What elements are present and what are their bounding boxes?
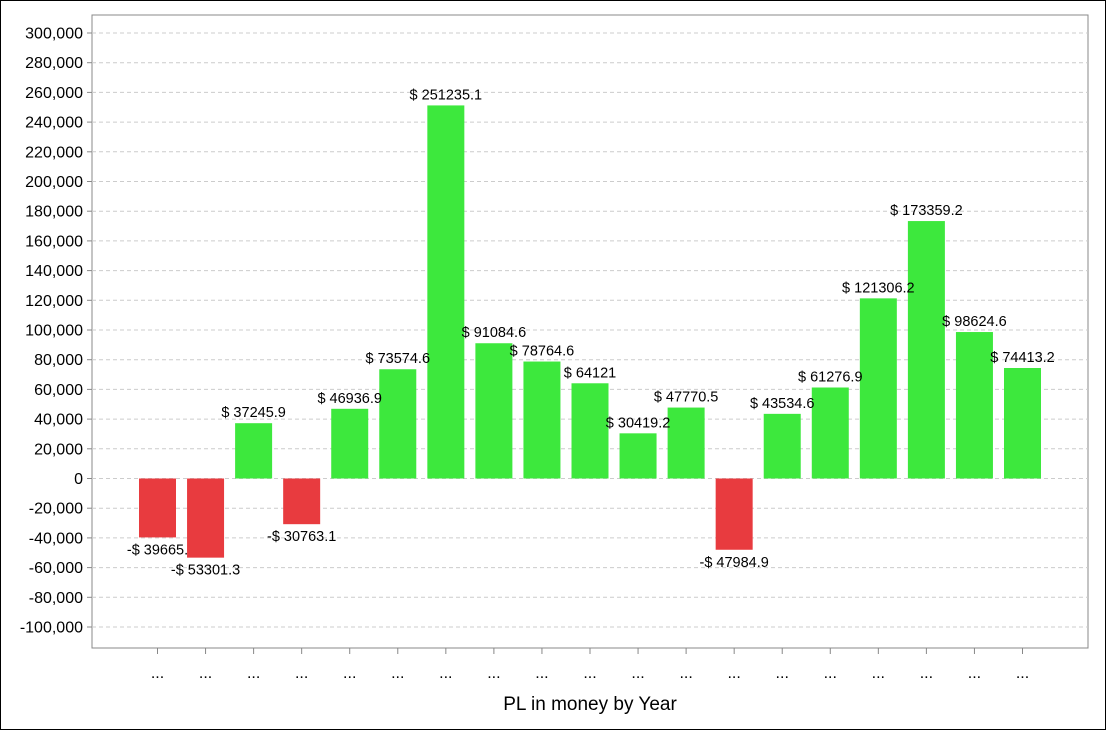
x-tick-label: ... — [199, 665, 212, 682]
y-tick-label: -20,000 — [29, 501, 83, 518]
x-tick-label: ... — [439, 665, 452, 682]
x-tick-label: ... — [535, 665, 548, 682]
y-tick-label: 240,000 — [25, 115, 83, 132]
bar — [907, 221, 945, 479]
data-label: $ 98624.6 — [942, 314, 1007, 330]
bar — [1004, 367, 1041, 479]
y-tick-label: 180,000 — [25, 204, 83, 221]
data-label: -$ 30763.1 — [267, 529, 336, 545]
y-axis: 300,000 280,000 260,000 240,000 220,000 200,0… — [20, 26, 92, 637]
x-tick-label: ... — [247, 665, 260, 682]
data-label: -$ 47984.9 — [699, 555, 768, 571]
y-tick-label: 120,000 — [25, 293, 83, 310]
bar — [427, 105, 465, 479]
bar — [235, 423, 273, 479]
data-label: $ 251235.1 — [410, 87, 483, 103]
data-label: -$ 53301.3 — [171, 563, 240, 579]
data-label: $ 47770.5 — [654, 390, 719, 406]
x-tick-label: ... — [824, 665, 837, 682]
bars — [139, 105, 1041, 558]
x-tick-label: ... — [151, 665, 164, 682]
y-tick-label: 140,000 — [25, 263, 83, 280]
y-tick-label: -60,000 — [29, 560, 83, 577]
x-tick-label: ... — [727, 665, 740, 682]
x-tick-label: ... — [631, 665, 644, 682]
bar — [331, 408, 369, 479]
bar — [523, 361, 561, 479]
y-tick-label: 260,000 — [25, 85, 83, 102]
y-tick-label: 220,000 — [25, 144, 83, 161]
y-tick-label: 0 — [74, 471, 83, 488]
y-tick-label: -100,000 — [20, 620, 83, 637]
data-label: $ 64121 — [564, 365, 616, 381]
y-tick-label: -80,000 — [29, 590, 83, 607]
data-label: $ 30419.2 — [606, 415, 671, 431]
x-tick-label: ... — [343, 665, 356, 682]
bar — [811, 387, 849, 479]
bar — [187, 478, 225, 558]
data-label: $ 74413.2 — [990, 350, 1055, 366]
y-tick-label: 40,000 — [34, 412, 83, 429]
data-labels: -$ 39665. -$ 53301.3 $ 37245.9 -$ 30763.1 $ … — [127, 87, 1055, 578]
y-tick-label: 300,000 — [25, 26, 83, 43]
data-label: $ 78764.6 — [510, 344, 575, 360]
bar — [379, 369, 417, 479]
bar — [859, 298, 897, 479]
x-tick-label: ... — [583, 665, 596, 682]
x-axis-label: PL in money by Year — [503, 694, 677, 715]
x-tick-label: ... — [872, 665, 885, 682]
x-tick-label: ... — [776, 665, 789, 682]
bar — [619, 433, 657, 479]
data-label: $ 46936.9 — [317, 391, 382, 407]
x-tick-label: ... — [295, 665, 308, 682]
x-axis: ........................................… — [151, 648, 1029, 682]
bar — [475, 343, 513, 479]
data-label: $ 91084.6 — [462, 325, 527, 341]
y-tick-label: 100,000 — [25, 323, 83, 340]
y-tick-label: 160,000 — [25, 233, 83, 250]
data-label: $ 173359.2 — [890, 203, 963, 219]
x-tick-label: ... — [968, 665, 981, 682]
bar — [955, 332, 993, 479]
bar — [763, 413, 801, 479]
y-tick-label: 200,000 — [25, 174, 83, 191]
x-tick-label: ... — [487, 665, 500, 682]
y-tick-label: 80,000 — [34, 352, 83, 369]
y-tick-label: 280,000 — [25, 55, 83, 72]
x-tick-label: ... — [391, 665, 404, 682]
x-tick-label: ... — [679, 665, 692, 682]
data-label: $ 73574.6 — [366, 351, 431, 367]
y-tick-label: -40,000 — [29, 530, 83, 547]
data-label: $ 121306.2 — [842, 280, 915, 296]
bar — [667, 407, 705, 479]
y-tick-label: 20,000 — [34, 441, 83, 458]
y-tick-label: 60,000 — [34, 382, 83, 399]
data-label: $ 37245.9 — [221, 405, 286, 421]
x-tick-label: ... — [1016, 665, 1029, 682]
bar — [283, 478, 321, 525]
bar — [139, 478, 176, 538]
data-label: $ 43534.6 — [750, 396, 815, 412]
x-tick-label: ... — [920, 665, 933, 682]
bar — [715, 478, 753, 550]
data-label: $ 61276.9 — [798, 370, 863, 386]
data-label: -$ 39665. — [127, 542, 188, 558]
bar — [571, 383, 609, 479]
